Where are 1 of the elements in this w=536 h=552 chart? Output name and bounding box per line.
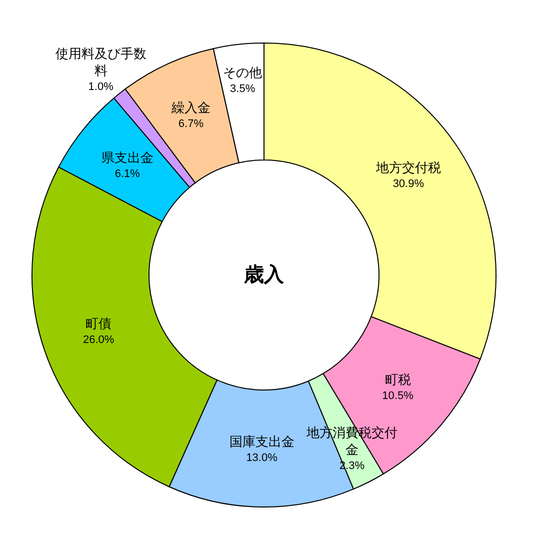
text: 歳入 bbox=[242, 263, 285, 288]
